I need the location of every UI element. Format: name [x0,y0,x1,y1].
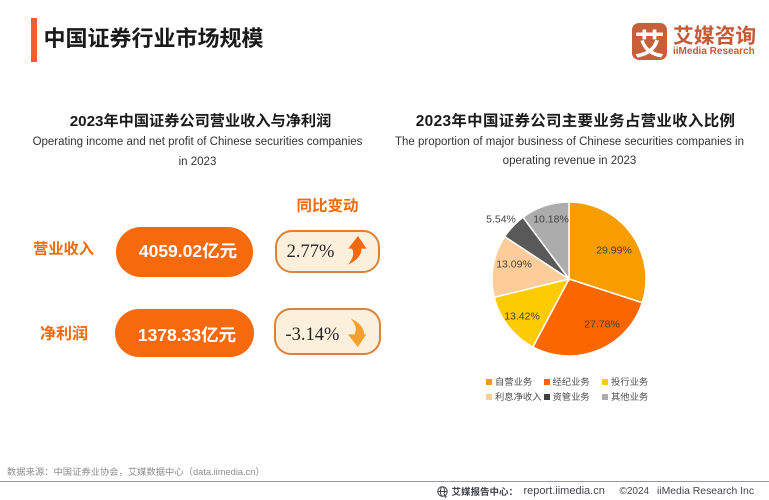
svg-text:13.09%: 13.09% [496,259,532,271]
svg-text:10.18%: 10.18% [533,214,569,226]
svg-text:5.54%: 5.54% [486,214,516,226]
svg-text:13.42%: 13.42% [504,311,540,323]
svg-text:29.99%: 29.99% [596,245,632,257]
svg-text:27.78%: 27.78% [584,319,620,331]
